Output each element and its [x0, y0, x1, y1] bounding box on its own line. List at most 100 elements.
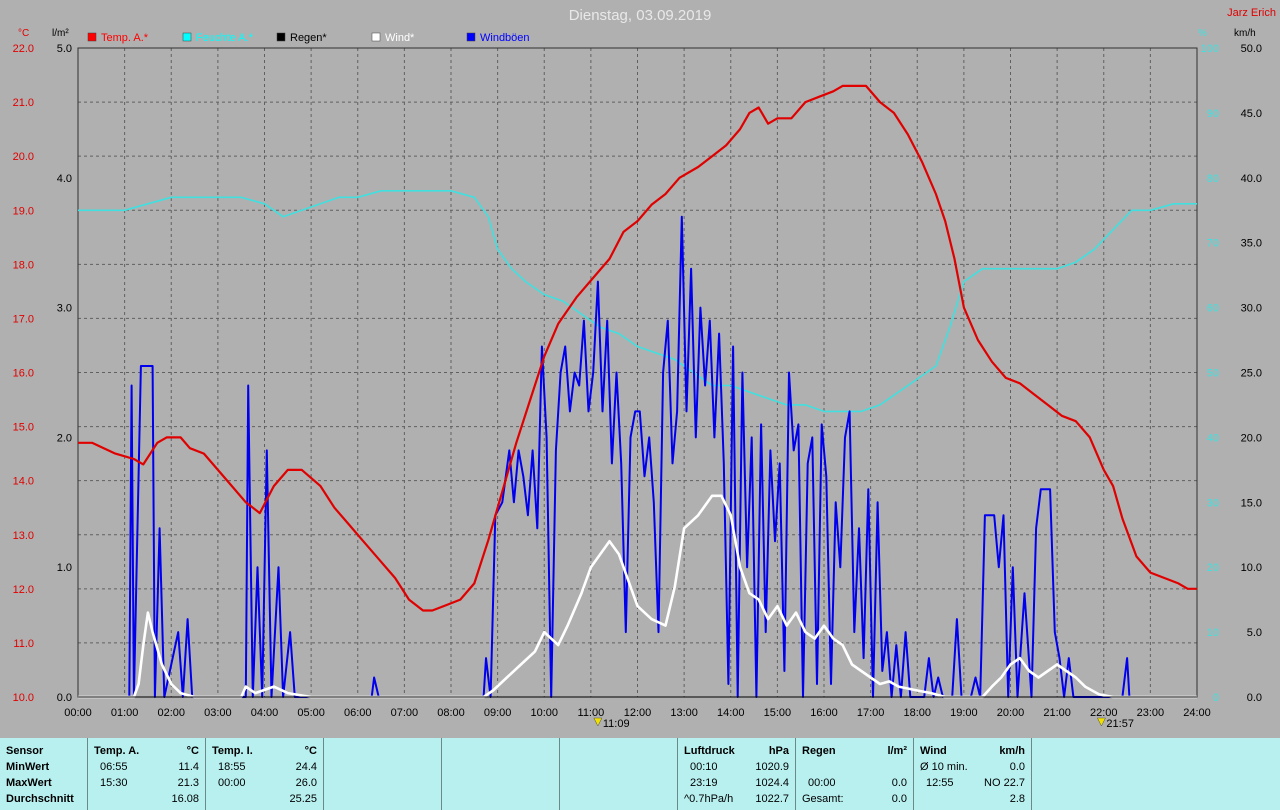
legend-item: Regen* [276, 32, 327, 44]
temp-a-max-time: 15:30 [100, 777, 128, 789]
rain-tick-label: 0.0 [57, 692, 72, 704]
time-tick-label: 06:00 [344, 707, 372, 719]
wind-unit-label: km/h [1234, 28, 1256, 39]
avg-row-label: Durchschnitt [6, 793, 74, 805]
legend-label: Regen* [290, 32, 327, 44]
rain-tick-label: 1.0 [57, 562, 72, 574]
time-tick-label: 18:00 [903, 707, 931, 719]
humidity-tick-label: 100 [1201, 43, 1219, 55]
time-tick-label: 04:00 [251, 707, 279, 719]
time-tick-label: 13:00 [670, 707, 698, 719]
pressure-header: Luftdruck [684, 745, 735, 757]
pressure-max-time: 23:19 [690, 777, 718, 789]
pressure-min-time: 00:10 [690, 761, 718, 773]
wind-tick-label: 35.0 [1241, 238, 1262, 250]
wind-tick-label: 10.0 [1241, 562, 1262, 574]
time-tick-label: 21:00 [1043, 707, 1071, 719]
rain-header: Regen [802, 745, 836, 757]
author-label: Jarz Erich [1227, 7, 1276, 19]
humidity-tick-label: 10 [1207, 627, 1219, 639]
pressure-avg: 1022.7 [755, 793, 789, 805]
rain-total-val: 0.0 [891, 793, 907, 805]
rain-tick-label: 2.0 [57, 432, 72, 444]
temp-i-min-val: 24.4 [295, 761, 317, 773]
series-line-left-0 [78, 84, 1197, 612]
weather-chart: Dienstag, 03.09.2019 Jarz Erich °C l/m² … [12, 7, 1276, 730]
temp-tick-label: 14.0 [13, 476, 34, 488]
sensor-header: Sensor [6, 745, 44, 757]
time-tick-label: 11:00 [578, 707, 605, 719]
rain-tick-label: 3.0 [57, 303, 72, 315]
hum-unit-label: % [1198, 28, 1207, 39]
temp-tick-label: 20.0 [13, 151, 34, 163]
humidity-tick-label: 40 [1207, 432, 1219, 444]
wind-tick-label: 20.0 [1241, 432, 1262, 444]
temp-a-min-val: 11.4 [178, 761, 199, 773]
time-tick-label: 09:00 [484, 707, 512, 719]
time-tick-label: 16:00 [810, 707, 838, 719]
temp-i-min-time: 18:55 [218, 761, 246, 773]
legend-item: Windböen [466, 32, 530, 44]
time-tick-label: 03:00 [204, 707, 232, 719]
wind-tick-label: 30.0 [1241, 303, 1262, 315]
pressure-unit: hPa [768, 745, 789, 757]
temp-a-header: Temp. A. [94, 745, 140, 757]
wind-max-time: 12:55 [926, 777, 954, 789]
legend: Temp. A.* Feuchte A.* Regen* Wind* Windböen [87, 32, 530, 44]
time-tick-label: 20:00 [997, 707, 1025, 719]
time-tick-label: 19:00 [950, 707, 978, 719]
temp-tick-label: 12.0 [13, 584, 34, 596]
temp-tick-label: 18.0 [13, 259, 34, 271]
rain-max-time: 00:00 [808, 777, 836, 789]
temp-tick-label: 22.0 [13, 43, 34, 55]
pressure-min-val: 1020.9 [755, 761, 789, 773]
sun-marker-shape [1097, 717, 1106, 727]
wind-column: Wind km/h Ø 10 min. 0.0 12:55 NO 22.7 2.8 [914, 738, 1032, 810]
time-tick-label: 10:00 [530, 707, 558, 719]
temp-tick-label: 19.0 [13, 205, 34, 217]
series-line-wind-3 [78, 215, 1197, 698]
plot-area [77, 47, 1198, 699]
humidity-tick-label: 90 [1207, 108, 1219, 120]
statistics-panel: Sensor MinWert MaxWert Durchschnitt Temp… [0, 738, 1280, 810]
temp-i-unit: °C [304, 745, 317, 757]
time-tick-label: 02:00 [157, 707, 185, 719]
sun-marker-label: 21:57 [1106, 718, 1134, 730]
temp-a-avg: 16.08 [171, 793, 199, 805]
legend-swatch [87, 32, 97, 42]
wind-tick-label: 0.0 [1247, 692, 1262, 704]
time-tick-label: 14:00 [717, 707, 745, 719]
pressure-trend: ^0.7hPa/h [684, 793, 734, 805]
temp-tick-label: 13.0 [13, 530, 34, 542]
wind-tick-label: 25.0 [1241, 368, 1262, 380]
temp-tick-label: 17.0 [13, 313, 34, 325]
axes: 10.0 11.0 12.0 13.0 14.0 15.0 16.0 17.0 18.0 19.0… [13, 43, 1262, 730]
humidity-tick-label: 0 [1213, 692, 1219, 704]
humidity-tick-label: 20 [1207, 562, 1219, 574]
wind-avg10-val: 0.0 [1009, 761, 1025, 773]
temp-a-column: Temp. A. °C 06:55 11.4 15:30 21.3 16.08 [88, 738, 206, 810]
humidity-tick-label: 70 [1207, 238, 1219, 250]
wind-max-val: NO 22.7 [984, 777, 1025, 789]
rain-total-label: Gesamt: [802, 793, 844, 805]
max-row-label: MaxWert [6, 777, 52, 789]
legend-item: Temp. A.* [87, 32, 149, 44]
temp-i-header: Temp. I. [212, 745, 253, 757]
wind-avg10-label: Ø 10 min. [920, 761, 968, 773]
legend-label: Temp. A.* [101, 32, 149, 44]
pressure-column: Luftdruck hPa 00:10 1020.9 23:19 1024.4 ^0.… [678, 738, 796, 810]
empty-column-1 [324, 738, 442, 810]
temp-tick-label: 10.0 [13, 692, 34, 704]
time-tick-label: 01:00 [111, 707, 139, 719]
time-tick-label: 00:00 [64, 707, 92, 719]
wind-tick-label: 50.0 [1241, 43, 1262, 55]
time-tick-label: 17:00 [857, 707, 885, 719]
chart-title: Dienstag, 03.09.2019 [569, 7, 712, 24]
humidity-tick-label: 30 [1207, 497, 1219, 509]
temp-tick-label: 11.0 [13, 638, 34, 650]
temp-i-max-time: 00:00 [218, 777, 246, 789]
humidity-tick-label: 80 [1207, 173, 1219, 185]
temp-tick-label: 21.0 [13, 97, 34, 109]
rain-unit: l/m² [887, 745, 907, 757]
legend-label: Feuchte A.* [196, 32, 254, 44]
